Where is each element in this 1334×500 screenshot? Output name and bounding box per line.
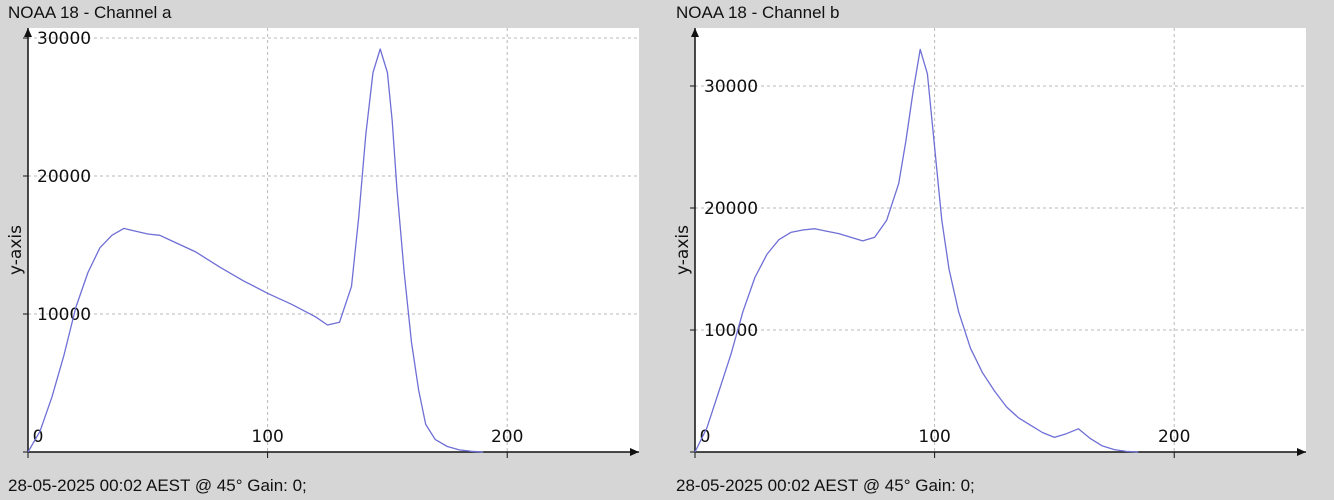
y-axis-label: y-axis [673,225,693,275]
x-tick-label: 0 [700,427,711,447]
series-line [27,48,484,453]
y-tick-label: 10000 [704,321,758,341]
chart-panel-b: NOAA 18 - Channel b 0 100 200 10000 20000 300… [668,0,1326,500]
chart-b-plot: 0 100 200 10000 20000 30000 y-axis [673,28,1306,458]
y-tick-label: 30000 [704,77,758,97]
chart-footer: 28-05-2025 00:02 AEST @ 45° Gain: 0; [676,476,975,495]
chart-panel-a: NOAA 18 - Channel a 0 100 200 10000 20000 300… [0,0,658,500]
series-line [694,48,1139,453]
y-tick-label: 20000 [37,167,91,187]
plot-area [28,28,639,452]
x-axis-arrow [630,448,639,456]
y-axis-label: y-axis [6,225,26,275]
x-tick-label: 100 [251,427,283,447]
x-tick-label: 100 [918,427,950,447]
y-axis-arrow [24,28,32,37]
x-tick-label: 200 [1158,427,1190,447]
plot-area [695,28,1306,452]
y-axis-arrow [691,28,699,37]
chart-title: NOAA 18 - Channel a [8,3,172,22]
chart-a-plot: 0 100 200 10000 20000 30000 y-axis [6,28,639,458]
y-tick-label: 30000 [37,29,91,49]
chart-title: NOAA 18 - Channel b [676,3,840,22]
x-axis-arrow [1297,448,1306,456]
chart-footer: 28-05-2025 00:02 AEST @ 45° Gain: 0; [8,476,307,495]
y-tick-label: 10000 [37,305,91,325]
x-tick-label: 200 [491,427,523,447]
y-tick-label: 20000 [704,199,758,219]
x-tick-label: 0 [33,427,44,447]
